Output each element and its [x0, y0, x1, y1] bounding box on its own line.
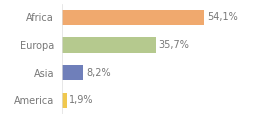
Text: 54,1%: 54,1%: [207, 12, 238, 22]
Text: 1,9%: 1,9%: [69, 95, 94, 105]
Bar: [62, 65, 83, 80]
Text: 35,7%: 35,7%: [158, 40, 189, 50]
Text: 8,2%: 8,2%: [86, 68, 111, 78]
Bar: [62, 10, 204, 25]
Bar: [62, 37, 156, 53]
Bar: [62, 93, 67, 108]
